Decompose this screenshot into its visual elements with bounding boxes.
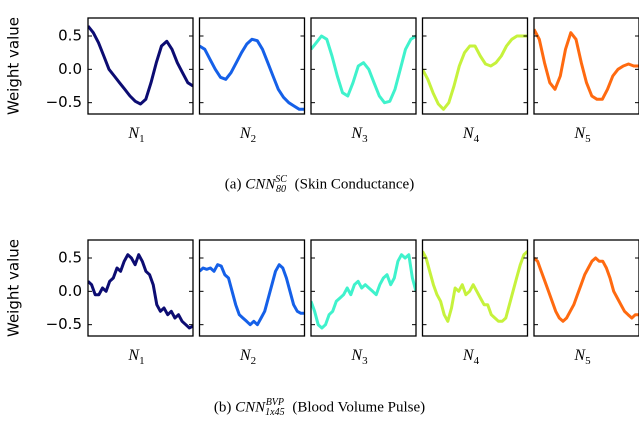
x-label-base: N bbox=[350, 125, 363, 142]
x-label-base: N bbox=[462, 347, 475, 364]
caption-model: CNN bbox=[235, 399, 266, 416]
frame bbox=[310, 17, 417, 115]
line bbox=[311, 253, 416, 330]
plot-area bbox=[534, 256, 639, 323]
caption-text: (Skin Conductance) bbox=[294, 176, 415, 193]
caption-sup: SC bbox=[275, 174, 287, 185]
x-label-base: N bbox=[573, 125, 586, 142]
plot-area bbox=[422, 250, 528, 323]
x-axis-label: N3 bbox=[350, 347, 368, 367]
frame bbox=[87, 239, 194, 337]
plot-area bbox=[534, 28, 639, 101]
x-label-base: N bbox=[127, 125, 140, 142]
frame bbox=[533, 17, 639, 115]
plot-area bbox=[311, 34, 416, 105]
line bbox=[199, 263, 305, 327]
x-label-base: N bbox=[239, 347, 252, 364]
caption-text: (Blood Volume Pulse) bbox=[292, 399, 426, 416]
plot-area bbox=[199, 37, 305, 111]
caption-sub: 80 bbox=[276, 184, 287, 195]
caption: (b) CNN BVP 1x45 (Blood Volume Pulse) bbox=[0, 398, 639, 418]
line bbox=[88, 253, 193, 330]
plot-area bbox=[422, 34, 528, 111]
x-axis-label: N5 bbox=[573, 125, 591, 145]
x-label-base: N bbox=[127, 347, 140, 364]
x-label-sub: 2 bbox=[251, 133, 257, 145]
line bbox=[199, 37, 305, 111]
frame bbox=[198, 239, 306, 337]
caption-scripts: BVP 1x45 bbox=[265, 398, 284, 418]
y-tick-label: 0.5 bbox=[58, 27, 82, 45]
y-axis-label: Weight value bbox=[5, 17, 23, 115]
frame bbox=[421, 17, 529, 115]
line bbox=[88, 25, 193, 106]
x-label-sub: 4 bbox=[474, 133, 480, 145]
x-label-sub: 1 bbox=[139, 133, 145, 145]
y-tick-label: 0.5 bbox=[58, 249, 82, 267]
caption-sup: BVP bbox=[265, 397, 285, 408]
y-tick-label: −0.5 bbox=[46, 315, 82, 333]
x-axis-label: N2 bbox=[239, 125, 256, 145]
x-label-base: N bbox=[239, 125, 252, 142]
y-tick-label: 0.0 bbox=[58, 60, 82, 78]
caption-label: (b) bbox=[213, 399, 232, 416]
frame bbox=[533, 239, 639, 337]
x-label-base: N bbox=[573, 347, 586, 364]
line bbox=[422, 34, 528, 111]
x-label-sub: 5 bbox=[585, 133, 591, 145]
frame bbox=[421, 239, 529, 337]
x-axis-label: N5 bbox=[573, 347, 591, 367]
frame bbox=[310, 239, 417, 337]
plot-area bbox=[311, 253, 416, 330]
caption-label: (a) bbox=[224, 176, 242, 193]
plot-area bbox=[88, 25, 193, 106]
line bbox=[534, 256, 639, 323]
line bbox=[422, 250, 528, 323]
line bbox=[311, 34, 416, 105]
x-label-base: N bbox=[462, 125, 475, 142]
x-axis-label: N4 bbox=[462, 347, 480, 367]
line bbox=[534, 28, 639, 101]
frame bbox=[87, 17, 194, 115]
frame bbox=[198, 17, 306, 115]
y-tick-label: −0.5 bbox=[46, 93, 82, 111]
caption-model: CNN bbox=[245, 176, 276, 193]
x-axis-label: N3 bbox=[350, 125, 368, 145]
caption: (a) CNN SC 80 (Skin Conductance) bbox=[0, 175, 639, 195]
x-axis-label: N1 bbox=[127, 347, 144, 367]
y-tick-label: 0.0 bbox=[58, 282, 82, 300]
x-axis-label: N4 bbox=[462, 125, 480, 145]
plot-area bbox=[88, 253, 193, 330]
x-label-sub: 2 bbox=[251, 355, 257, 367]
x-label-sub: 3 bbox=[362, 133, 368, 145]
x-axis-label: N1 bbox=[127, 125, 144, 145]
caption-sub: 1x45 bbox=[265, 407, 285, 418]
y-axis-label: Weight value bbox=[5, 239, 23, 337]
x-axis-label: N2 bbox=[239, 347, 256, 367]
x-label-sub: 1 bbox=[139, 355, 145, 367]
x-label-sub: 4 bbox=[474, 355, 480, 367]
x-label-sub: 5 bbox=[585, 355, 591, 367]
x-label-base: N bbox=[350, 347, 363, 364]
plot-area bbox=[199, 263, 305, 327]
x-label-sub: 3 bbox=[362, 355, 368, 367]
caption-scripts: SC 80 bbox=[275, 175, 287, 195]
